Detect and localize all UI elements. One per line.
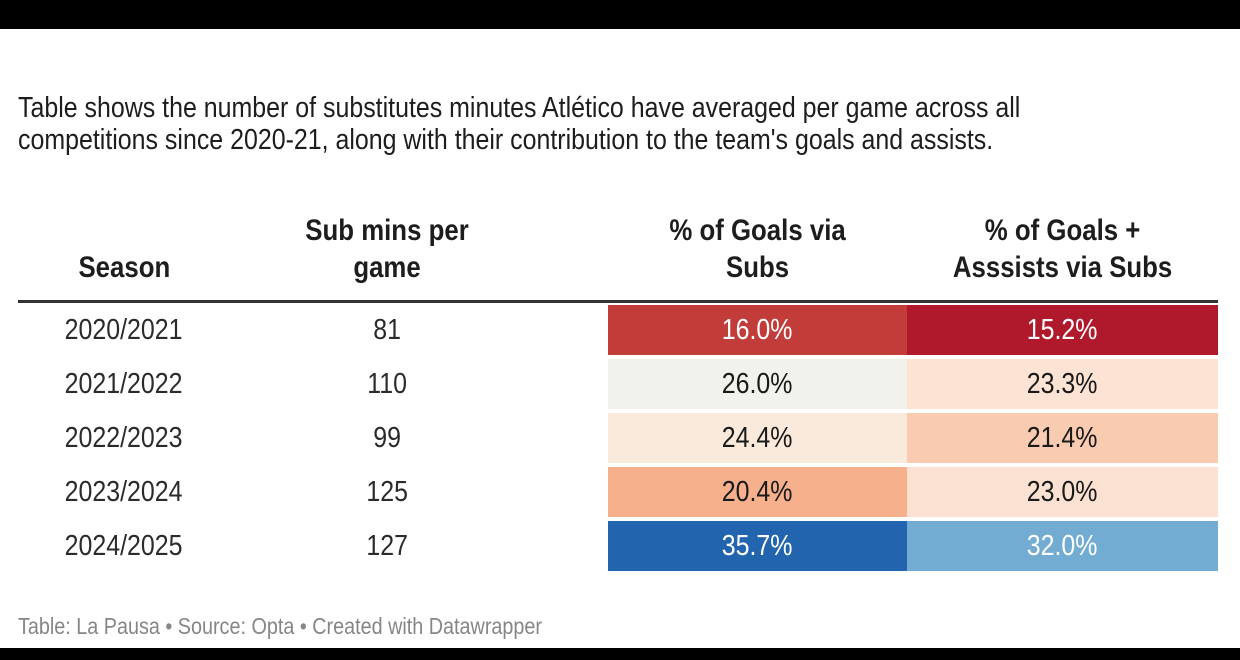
table-row: 2021/2022 110 26.0% 23.3% <box>18 359 1218 409</box>
column-header-goals-pct: % of Goals via Subs <box>608 212 907 286</box>
column-header-season-label: Season <box>78 251 170 284</box>
column-header-season: Season <box>18 249 230 286</box>
season-cell: 2024/2025 <box>65 529 183 562</box>
sub-mins-cell: 125 <box>366 475 409 508</box>
season-cell: 2022/2023 <box>65 421 183 454</box>
table-row: 2020/2021 81 16.0% 15.2% <box>18 305 1218 355</box>
season-cell: 2021/2022 <box>65 367 183 400</box>
season-cell: 2023/2024 <box>65 475 183 508</box>
sub-mins-cell: 99 <box>373 421 402 454</box>
goals-pct-cell: 20.4% <box>608 467 907 517</box>
column-header-sub-mins: Sub mins per game <box>230 212 545 286</box>
top-black-bar <box>0 0 1240 29</box>
column-header-sub-mins-label: Sub mins per game <box>305 214 470 284</box>
column-header-goals-assists-pct-label: % of Goals + Asssists via Subs <box>952 214 1173 284</box>
sub-mins-cell: 81 <box>373 313 402 346</box>
goals-assists-pct-cell: 21.4% <box>907 413 1218 463</box>
goals-assists-pct-cell: 23.3% <box>907 359 1218 409</box>
table-row: 2023/2024 125 20.4% 23.0% <box>18 467 1218 517</box>
sub-mins-cell: 127 <box>366 529 409 562</box>
bottom-black-bar <box>0 648 1240 660</box>
goals-assists-pct-cell: 23.0% <box>907 467 1218 517</box>
sub-mins-cell: 110 <box>367 367 408 400</box>
season-cell: 2020/2021 <box>65 313 183 346</box>
footer-credit: Table: La Pausa • Source: Opta • Created… <box>18 613 543 639</box>
table-row: 2022/2023 99 24.4% 21.4% <box>18 413 1218 463</box>
goals-pct-cell: 26.0% <box>608 359 907 409</box>
goals-pct-cell: 35.7% <box>608 521 907 571</box>
table-header-row: Season Sub mins per game % of Goals via … <box>18 212 1218 286</box>
goals-pct-cell: 24.4% <box>608 413 907 463</box>
column-header-goals-pct-label: % of Goals via Subs <box>669 214 846 284</box>
goals-assists-pct-cell: 32.0% <box>907 521 1218 571</box>
goals-assists-pct-cell: 15.2% <box>907 305 1218 355</box>
goals-pct-cell: 16.0% <box>608 305 907 355</box>
table-body: 2020/2021 81 16.0% 15.2% 2021/2022 110 2… <box>18 305 1218 575</box>
table-row: 2024/2025 127 35.7% 32.0% <box>18 521 1218 571</box>
header-divider-line <box>18 300 1218 303</box>
chart-description: Table shows the number of substitutes mi… <box>18 92 1021 156</box>
column-header-goals-assists-pct: % of Goals + Asssists via Subs <box>907 212 1218 286</box>
